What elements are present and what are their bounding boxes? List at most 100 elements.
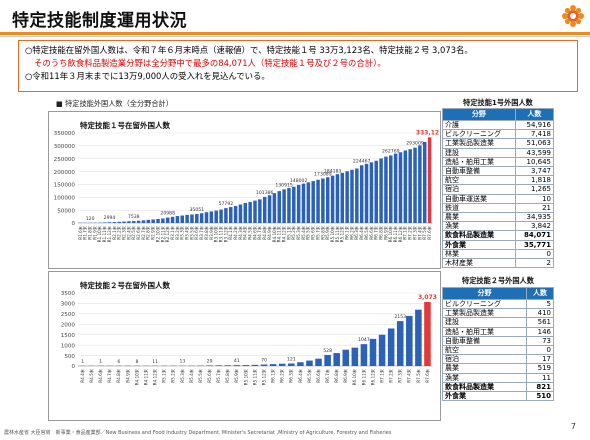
maff-logo-icon xyxy=(562,5,584,27)
bar xyxy=(393,153,398,223)
bar xyxy=(224,365,232,366)
bar xyxy=(301,183,306,223)
x-tick-label: R2.11末 xyxy=(159,225,166,242)
summary-box: ○特定技能在留外国人数は、令和７年６月末時点（速報値）で、特定技能１号 33万3… xyxy=(18,40,578,92)
table1-field-cell: 農業 xyxy=(442,212,516,223)
x-tick-label: R4.8末 xyxy=(261,225,268,240)
table1-field-cell: 林業 xyxy=(442,248,516,260)
chart2-title: 特定技能２号在留外国人数 xyxy=(80,281,170,290)
x-tick-label: R4.6末 xyxy=(97,368,104,383)
x-tick-label: R5.10末 xyxy=(329,225,336,242)
x-tick-label: R7.3末 xyxy=(411,225,418,240)
x-tick-label: R5.2末 xyxy=(290,225,297,240)
bar xyxy=(333,353,340,366)
bar xyxy=(422,142,427,223)
x-tick-label: R6.7末 xyxy=(324,368,331,383)
y-tick-label: 100000 xyxy=(54,195,76,201)
x-tick-label: R5.1末 xyxy=(285,225,292,240)
table2-field-cell: 宿泊 xyxy=(442,354,527,365)
x-tick-label: R2.3末 xyxy=(120,225,127,240)
table2-count-cell: 519 xyxy=(525,363,555,374)
x-tick-label: R4.4末 xyxy=(79,368,86,383)
table1-count-cell: 84,071 xyxy=(514,230,555,241)
bar xyxy=(408,149,412,223)
data-label: 11 xyxy=(152,359,158,365)
x-tick-label: R4.1末 xyxy=(227,225,234,240)
data-label: 70 xyxy=(261,358,267,364)
table2-row: 航空 0 xyxy=(442,345,555,356)
data-label: 35051 xyxy=(189,207,204,213)
bar xyxy=(335,174,340,223)
bar xyxy=(260,364,268,366)
x-tick-label: R5.5末 xyxy=(197,368,204,383)
x-tick-label: R6.7末 xyxy=(373,225,380,240)
x-tick-label: R6.6末 xyxy=(315,368,322,383)
table2-field-cell: 工業製品製造業 xyxy=(442,308,527,319)
bar xyxy=(214,210,218,223)
title-divider xyxy=(0,36,590,37)
bar xyxy=(151,219,155,223)
table2-field-cell: 造船・舶用工業 xyxy=(442,326,527,337)
data-label: 528 xyxy=(323,348,332,354)
table1-row: 漁業 3,842 xyxy=(442,221,555,232)
x-tick-label: R5.7末 xyxy=(215,368,222,383)
bar xyxy=(427,137,432,223)
bar xyxy=(195,213,199,223)
x-tick-label: R3.1末 xyxy=(169,225,176,240)
bar xyxy=(262,196,267,223)
table1-count-cell: 3,747 xyxy=(514,166,555,177)
data-label: 2153 xyxy=(394,314,406,320)
y-tick-label: 500 xyxy=(64,354,75,360)
data-label: 333,123 xyxy=(416,129,439,136)
x-tick-label: R2.1末 xyxy=(111,225,118,240)
data-label: 173089 xyxy=(314,171,332,177)
bar xyxy=(364,163,369,223)
x-tick-label: R6.1末 xyxy=(344,225,351,240)
table1-field-cell: 宿泊 xyxy=(442,184,516,195)
data-label: 1047 xyxy=(358,337,370,343)
data-label: 8 xyxy=(136,359,139,365)
table2-row: 宿泊 17 xyxy=(442,354,555,365)
bar xyxy=(287,188,291,223)
x-tick-label: R5.11末 xyxy=(251,368,258,385)
x-tick-label: R4.7末 xyxy=(256,225,263,240)
x-tick-label: R7.4末 xyxy=(416,225,423,240)
table1-count-cell: 43,599 xyxy=(514,147,555,158)
table1-field-cell: 外食業 xyxy=(442,239,516,250)
x-tick-label: R6.2末 xyxy=(279,368,286,383)
x-tick-label: R5.11末 xyxy=(334,225,341,242)
x-tick-label: R5.3末 xyxy=(295,225,302,240)
y-tick-label: 50000 xyxy=(57,208,75,214)
x-tick-label: R5.2末 xyxy=(170,368,177,383)
x-tick-label: R4.3末 xyxy=(237,225,244,240)
x-tick-label: R6.10末 xyxy=(351,368,358,385)
bar xyxy=(224,208,228,223)
y-tick-label: 300000 xyxy=(54,144,76,150)
bar xyxy=(413,147,417,223)
x-tick-label: R4.10末 xyxy=(271,225,278,242)
table1-field-cell: 介護 xyxy=(442,119,516,131)
table1-count-cell: 34,935 xyxy=(514,212,555,223)
x-tick-label: R6.10末 xyxy=(387,225,394,242)
bar xyxy=(369,338,377,366)
bar xyxy=(219,209,223,223)
x-tick-label: R7.4末 xyxy=(406,368,413,383)
chart1-title: 特定技能１号在留外国人数 xyxy=(80,121,170,130)
bar xyxy=(251,364,259,366)
table2-count-cell: 510 xyxy=(525,391,555,402)
x-tick-label: R6.3末 xyxy=(288,368,295,383)
x-tick-label: R4.5末 xyxy=(88,368,95,383)
bar xyxy=(297,362,304,366)
table2-field-cell: 航空 xyxy=(442,345,527,356)
bar xyxy=(306,360,313,366)
x-tick-label: R5.12末 xyxy=(260,368,267,385)
table1-title: 特定技能1号外国人数 xyxy=(463,98,533,107)
data-label: 262769 xyxy=(382,148,400,154)
table2-field-cell: 外食業 xyxy=(442,391,527,402)
bar xyxy=(107,222,112,223)
x-tick-label: R2.6末 xyxy=(135,225,142,240)
bar xyxy=(132,221,136,223)
y-tick-label: 0 xyxy=(71,364,75,370)
bar xyxy=(282,189,286,223)
data-label: 57792 xyxy=(219,201,234,207)
